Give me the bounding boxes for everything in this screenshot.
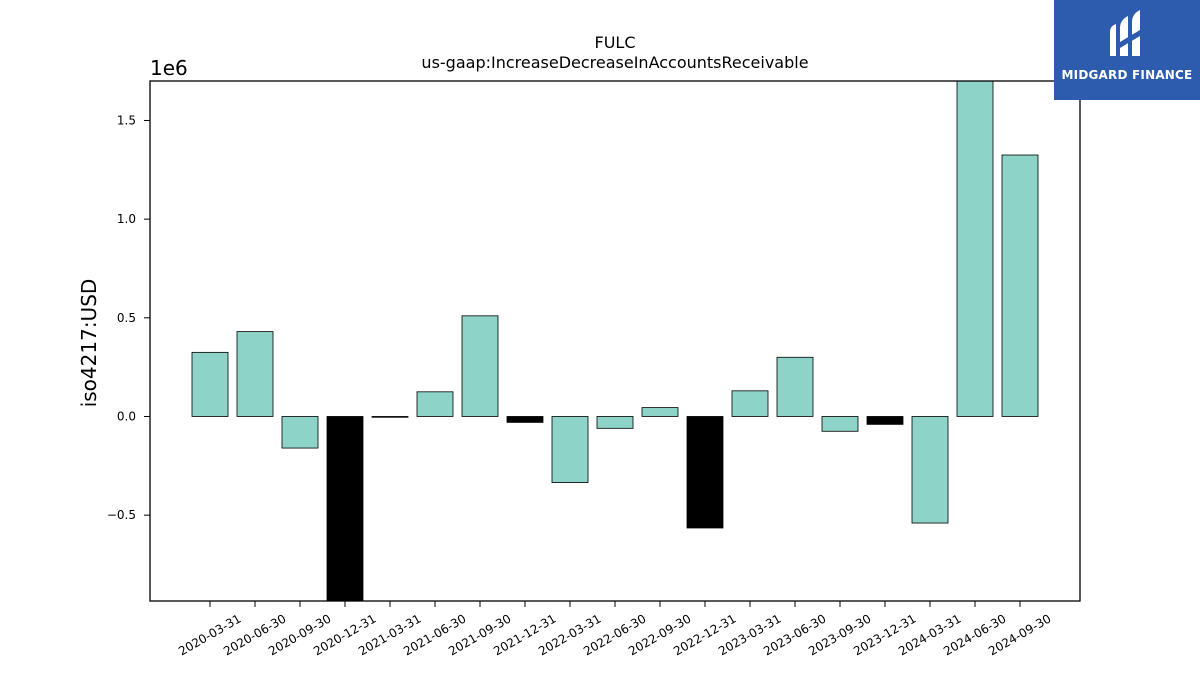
bar-2022-12-31	[686, 416, 724, 529]
x-ticks: 2020-03-312020-06-302020-09-302020-12-31…	[176, 601, 1054, 658]
y-tick-label: −0.5	[107, 508, 136, 522]
y-tick-label: 1.5	[117, 113, 136, 127]
bar-2023-09-30	[821, 416, 859, 432]
y-ticks: −0.5 0.0 0.5 1.0 1.5	[107, 113, 150, 522]
bar-2021-03-31	[371, 416, 409, 418]
bar-2021-12-31	[506, 416, 544, 423]
y-axis-label: iso4217:USD	[77, 279, 101, 408]
y-tick-label: 0.0	[117, 409, 136, 423]
bar-2023-12-31	[866, 416, 904, 425]
y-tick-label: 1.0	[117, 212, 136, 226]
bar-2020-12-31	[326, 416, 364, 602]
bar-2020-09-30	[281, 416, 319, 449]
bar-2022-09-30	[641, 407, 679, 417]
bar-2022-03-31	[551, 416, 589, 483]
bar-2024-03-31	[911, 416, 949, 524]
bar-2020-06-30	[236, 331, 274, 417]
watermark-text: MIDGARD FINANCE	[1061, 68, 1193, 82]
midgard-logo-icon	[1110, 10, 1140, 56]
y-offset-label: 1e6	[150, 56, 188, 80]
chart-subtitle: us-gaap:IncreaseDecreaseInAccountsReceiv…	[421, 53, 808, 72]
bar-2024-09-30	[1001, 154, 1039, 417]
bar-2020-03-31	[191, 351, 229, 417]
bar-2021-09-30	[461, 315, 499, 417]
bar-2023-03-31	[731, 390, 769, 417]
bar-2021-06-30	[416, 391, 454, 417]
bar-2023-06-30	[776, 356, 814, 417]
bar-2022-06-30	[596, 416, 634, 429]
bar-2024-06-30	[956, 80, 994, 417]
bars	[191, 80, 1039, 602]
y-tick-label: 0.5	[117, 311, 136, 325]
plot-frame	[149, 80, 1081, 602]
chart-title: FULC	[595, 33, 636, 52]
